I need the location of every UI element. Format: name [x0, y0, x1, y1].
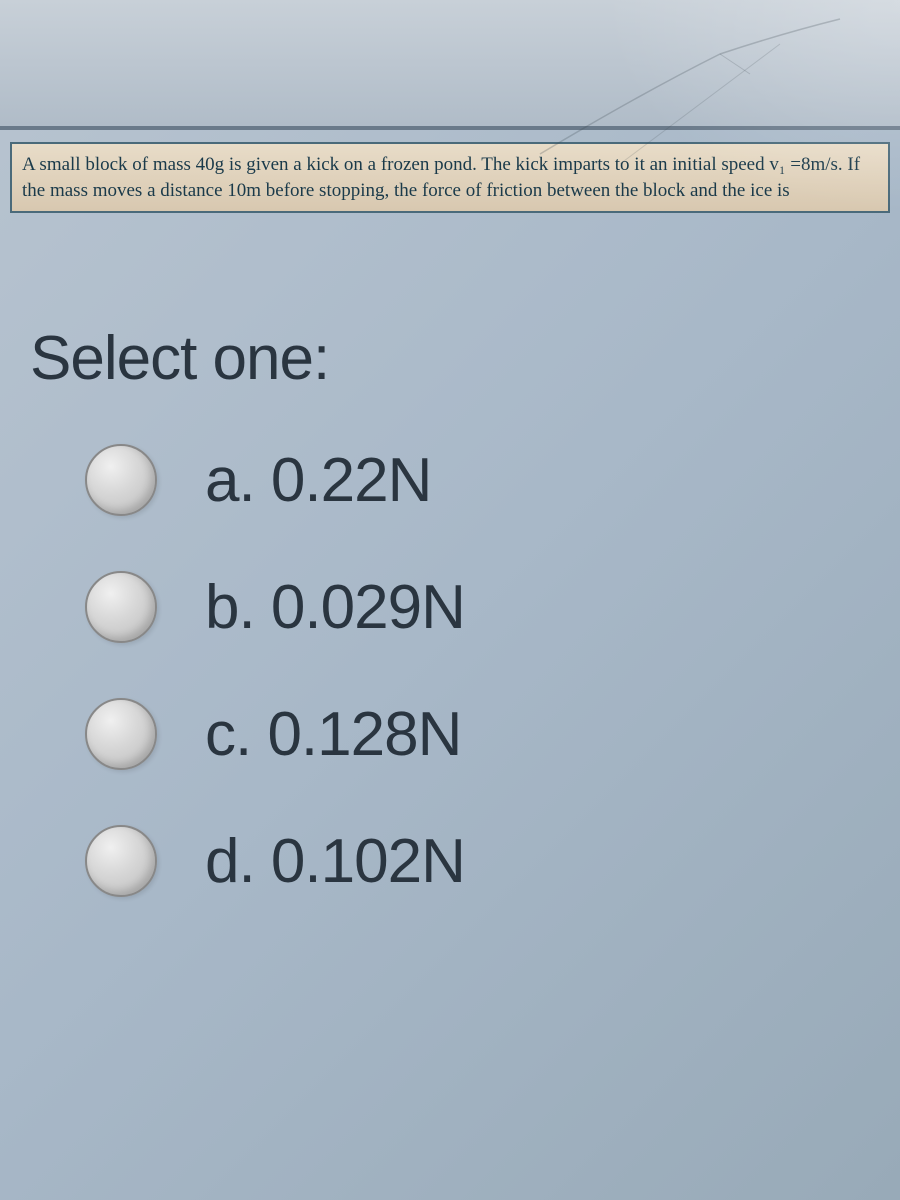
- option-d-row[interactable]: d. 0.102N: [30, 825, 870, 897]
- top-bar: [0, 0, 900, 130]
- radio-b[interactable]: [85, 571, 157, 643]
- radio-a[interactable]: [85, 444, 157, 516]
- question-text-box: A small block of mass 40g is given a kic…: [10, 142, 890, 213]
- option-c-row[interactable]: c. 0.128N: [30, 698, 870, 770]
- option-c-label: c. 0.128N: [205, 699, 461, 770]
- option-d-label: d. 0.102N: [205, 826, 465, 897]
- radio-c[interactable]: [85, 698, 157, 770]
- select-prompt: Select one:: [30, 323, 870, 394]
- radio-d[interactable]: [85, 825, 157, 897]
- option-b-label: b. 0.029N: [205, 572, 465, 643]
- option-a-label: a. 0.22N: [205, 445, 431, 516]
- option-a-row[interactable]: a. 0.22N: [30, 444, 870, 516]
- question-text: A small block of mass 40g is given a kic…: [22, 154, 860, 201]
- answer-section: Select one: a. 0.22N b. 0.029N c. 0.128N…: [0, 213, 900, 972]
- option-b-row[interactable]: b. 0.029N: [30, 571, 870, 643]
